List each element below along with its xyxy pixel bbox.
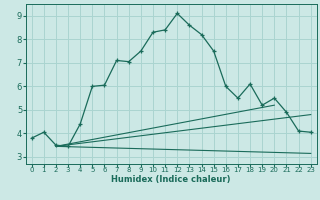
X-axis label: Humidex (Indice chaleur): Humidex (Indice chaleur) [111, 175, 231, 184]
